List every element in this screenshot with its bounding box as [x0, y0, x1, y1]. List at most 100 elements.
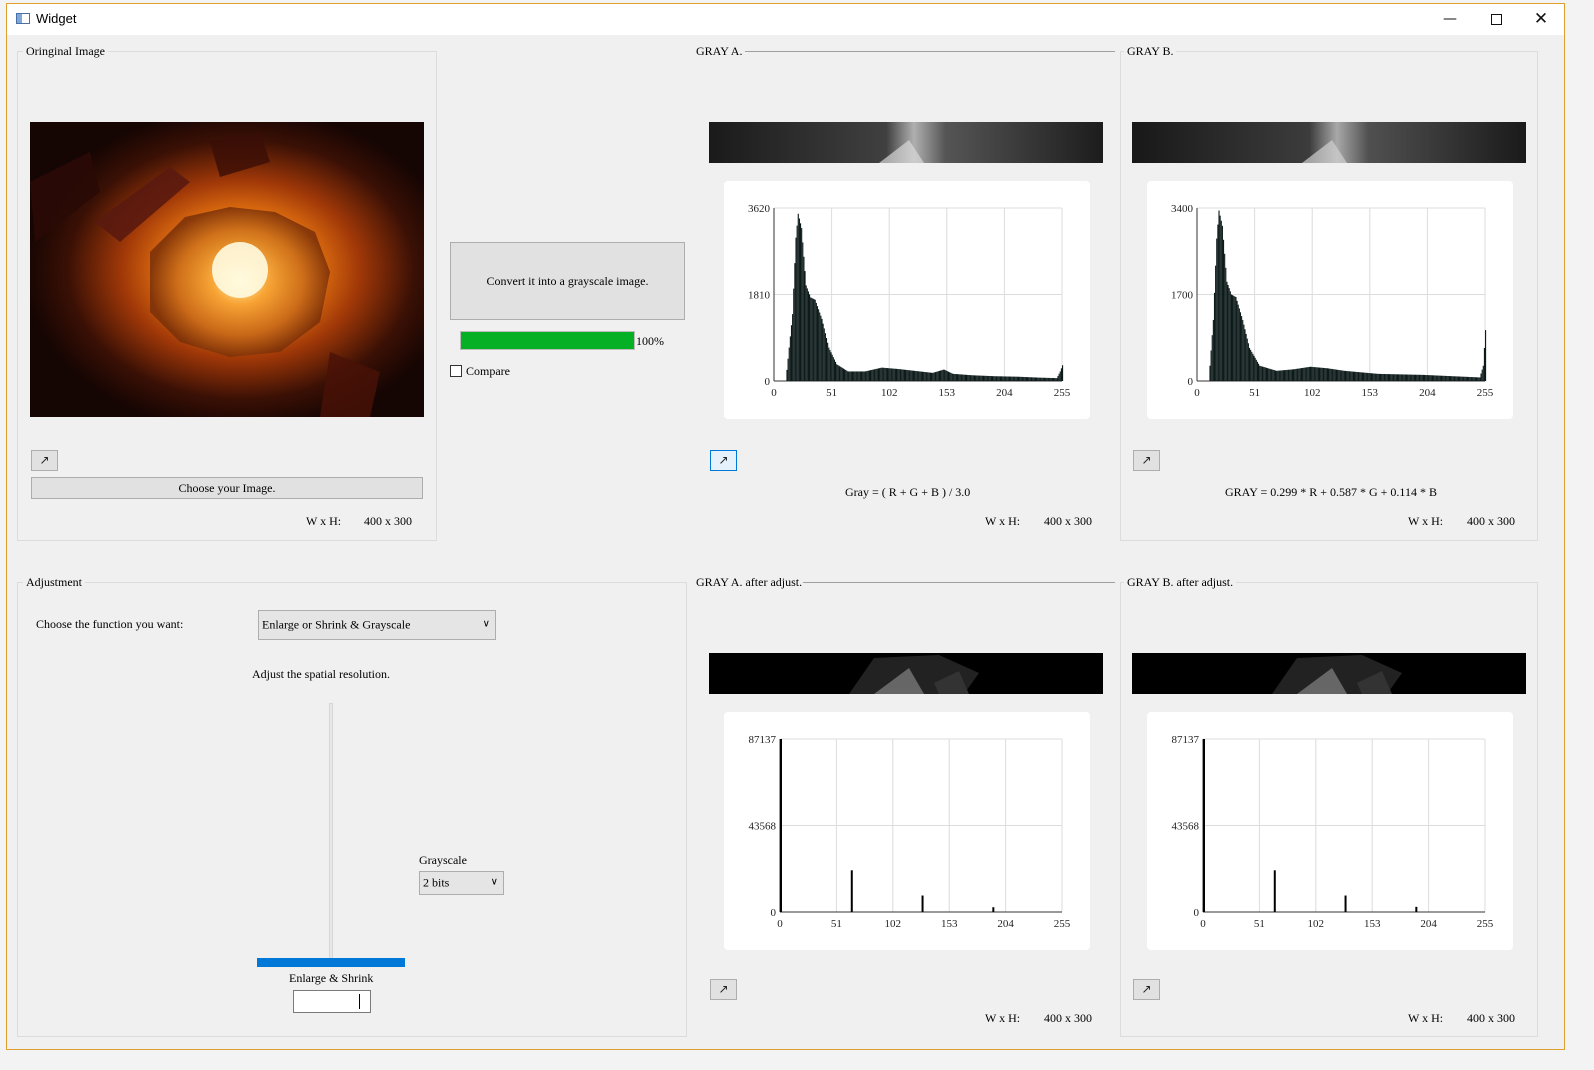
- histogram-bar: [1397, 374, 1398, 381]
- histogram-bar: [1220, 216, 1221, 381]
- histogram-bar: [1227, 285, 1228, 381]
- choose-image-button[interactable]: Choose your Image.: [31, 477, 423, 499]
- histogram-bar: [911, 370, 912, 381]
- convert-grayscale-button[interactable]: Convert it into a grayscale image.: [450, 242, 685, 320]
- histogram-bar: [1022, 377, 1023, 381]
- histogram-bar: [1435, 375, 1436, 381]
- close-button[interactable]: ✕: [1518, 4, 1564, 35]
- enlarge-shrink-spinbox[interactable]: [293, 990, 371, 1013]
- histogram-bar: [1386, 374, 1387, 381]
- gray-a-adj-image: [709, 653, 1103, 694]
- minimize-button[interactable]: —: [1427, 4, 1473, 35]
- expand-gray-b-adj-button[interactable]: ↗: [1133, 979, 1160, 1000]
- arrow-expand-icon: ↗: [39, 453, 49, 467]
- histogram-bar: [934, 372, 935, 381]
- gray-a-adj-group-line: [803, 582, 1115, 583]
- expand-gray-b-button[interactable]: ↗: [1133, 450, 1160, 471]
- histogram-bar: [1294, 369, 1295, 381]
- maximize-icon: [1491, 14, 1502, 25]
- histogram-bar: [1305, 367, 1306, 381]
- histogram-bar: [957, 374, 958, 381]
- histogram-bar: [1354, 372, 1355, 381]
- histogram-bar: [1012, 377, 1013, 381]
- histogram-bar: [923, 372, 924, 381]
- histogram-bar: [1426, 375, 1427, 381]
- histogram-bar: [1239, 308, 1240, 381]
- histogram-bar: [1216, 239, 1217, 381]
- histogram-bar: [1008, 377, 1009, 381]
- gray-a-adj-wh-label: W x H:: [985, 1011, 1020, 1026]
- histogram-bar: [878, 368, 879, 381]
- histogram-bar: [816, 303, 817, 381]
- histogram-bar: [1052, 378, 1053, 381]
- y-tick-label: 0: [765, 376, 771, 388]
- arrow-expand-icon: ↗: [718, 453, 728, 467]
- histogram-bar: [865, 371, 866, 381]
- histogram-bar: [1037, 378, 1038, 381]
- histogram-bar: [1319, 368, 1320, 381]
- maximize-button[interactable]: [1473, 4, 1519, 35]
- arrow-expand-icon: ↗: [1141, 982, 1151, 996]
- gray-b-adj-histogram: 0 51 102 153 204 255 0 43568 87137: [1147, 712, 1513, 950]
- histogram-bar: [1405, 374, 1406, 381]
- spatial-slider-handle[interactable]: [257, 958, 405, 967]
- histogram-bar: [849, 371, 850, 381]
- histogram-bar: [1344, 371, 1345, 381]
- histogram-bar: [975, 375, 976, 381]
- histogram-bar: [1308, 367, 1309, 381]
- histogram-bar: [1460, 377, 1461, 381]
- histogram-bar: [982, 376, 983, 381]
- histogram-bar: [1039, 378, 1040, 381]
- histogram-bar: [1047, 378, 1048, 381]
- histogram-bar: [1225, 268, 1226, 381]
- histogram-bar: [1327, 368, 1328, 381]
- compare-checkbox[interactable]: [450, 365, 462, 377]
- expand-gray-a-button[interactable]: ↗: [710, 450, 737, 471]
- histogram-bar: [1293, 369, 1294, 381]
- expand-gray-a-adj-button[interactable]: ↗: [710, 979, 737, 1000]
- histogram-bar: [1286, 370, 1287, 381]
- histogram-bar: [856, 371, 857, 381]
- histogram-bar: [1310, 367, 1311, 381]
- histogram-bar: [1006, 376, 1007, 381]
- histogram-bar: [1431, 375, 1432, 381]
- histogram-bar: [1028, 377, 1029, 381]
- histogram-bar: [882, 368, 883, 381]
- histogram-bar: [1338, 370, 1339, 381]
- histogram-bar: [897, 369, 898, 381]
- histogram-bar: [1301, 368, 1302, 381]
- histogram-bar: [952, 374, 953, 381]
- histogram-bar: [1231, 295, 1232, 382]
- spatial-slider-track[interactable]: [329, 703, 333, 961]
- histogram-bar: [1234, 296, 1235, 381]
- histogram-bar: [858, 371, 859, 381]
- progress-text: 100%: [636, 334, 664, 349]
- histogram-bar: [1016, 377, 1017, 381]
- histogram-bar: [1362, 372, 1363, 381]
- grayscale-select[interactable]: 2 bits ∨: [419, 871, 504, 895]
- histogram-bar: [835, 362, 836, 381]
- gray-a-image: [709, 122, 1103, 163]
- histogram-bar: [1378, 374, 1379, 381]
- histogram-bar: [1451, 376, 1452, 381]
- function-select[interactable]: Enlarge or Shrink & Grayscale ∨: [258, 610, 496, 640]
- histogram-bar: [1415, 375, 1416, 381]
- histogram-bar: [1349, 371, 1350, 381]
- histogram-bar: [875, 369, 876, 381]
- histogram-bar: [1360, 372, 1361, 381]
- histogram-bar: [1459, 377, 1460, 381]
- x-tick-label: 0: [1194, 387, 1200, 399]
- histogram-bar: [1277, 371, 1278, 381]
- histogram-bar: [1298, 369, 1299, 381]
- histogram-bar: [1217, 225, 1218, 381]
- histogram-bar: [855, 371, 856, 381]
- histogram-bar: [1419, 375, 1420, 381]
- histogram-bar: [1034, 377, 1035, 381]
- histogram-bar: [881, 368, 882, 381]
- histogram-bar: [1450, 376, 1451, 381]
- histogram-bar: [1400, 374, 1401, 381]
- histogram-bar: [1032, 377, 1033, 381]
- histogram-bar: [1314, 367, 1315, 381]
- expand-original-button[interactable]: ↗: [31, 450, 58, 471]
- histogram-bar: [800, 223, 801, 381]
